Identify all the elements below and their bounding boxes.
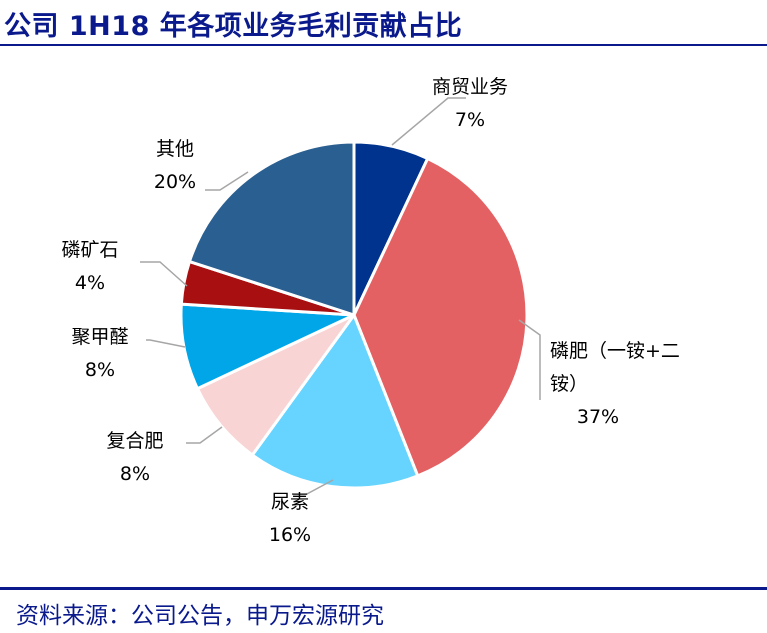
slice-percent-label: 20% — [154, 171, 196, 193]
title-divider — [0, 44, 767, 46]
slice-name-label: 尿素 — [271, 491, 309, 513]
slice-labels: 商贸业务 7% 磷肥（一铵+二铵） 37% 尿素 16% 复合肥 8% 聚甲醛 8% 磷矿石 4% 其他… — [61, 76, 679, 546]
slice-percent-label: 4% — [75, 272, 105, 294]
leader-line-3 — [293, 479, 334, 496]
slice-name-label: 聚甲醛 — [71, 326, 128, 348]
pie-slice-2 — [352, 156, 529, 478]
slice-percent-label: 8% — [120, 463, 150, 485]
pie-slice-3 — [250, 311, 420, 490]
slice-name-label: 其他 — [156, 138, 194, 160]
leader-line-4 — [186, 426, 223, 444]
slice-name-label: 磷矿石 — [61, 239, 118, 261]
leader-line-1 — [391, 97, 466, 146]
footer-divider — [0, 587, 767, 590]
source-note: 资料来源：公司公告，申万宏源研究 — [16, 603, 384, 629]
pie-chart: 商贸业务 7% 磷肥（一铵+二铵） 37% 尿素 16% 复合肥 8% 聚甲醛 8% 磷矿石 4% 其他… — [61, 76, 679, 546]
leader-line-7 — [205, 171, 249, 191]
leader-line-5 — [146, 339, 186, 348]
leader-lines — [140, 97, 541, 496]
leader-line-6 — [140, 261, 188, 287]
slice-name-label: 铵） — [550, 373, 588, 395]
pie-slice-7 — [187, 140, 356, 318]
pie-slices — [179, 140, 529, 490]
chart-title: 公司 1H18 年各项业务毛利贡献占比 — [4, 11, 463, 42]
slice-name-label: 商贸业务 — [432, 76, 508, 98]
slice-percent-label: 37% — [577, 406, 619, 428]
leader-line-2 — [518, 319, 541, 400]
slice-percent-label: 7% — [455, 109, 485, 131]
slice-name-label: 磷肥（一铵+二 — [550, 340, 680, 362]
slice-name-label: 复合肥 — [106, 430, 163, 452]
slice-percent-label: 16% — [269, 524, 311, 546]
slice-percent-label: 8% — [85, 359, 115, 381]
